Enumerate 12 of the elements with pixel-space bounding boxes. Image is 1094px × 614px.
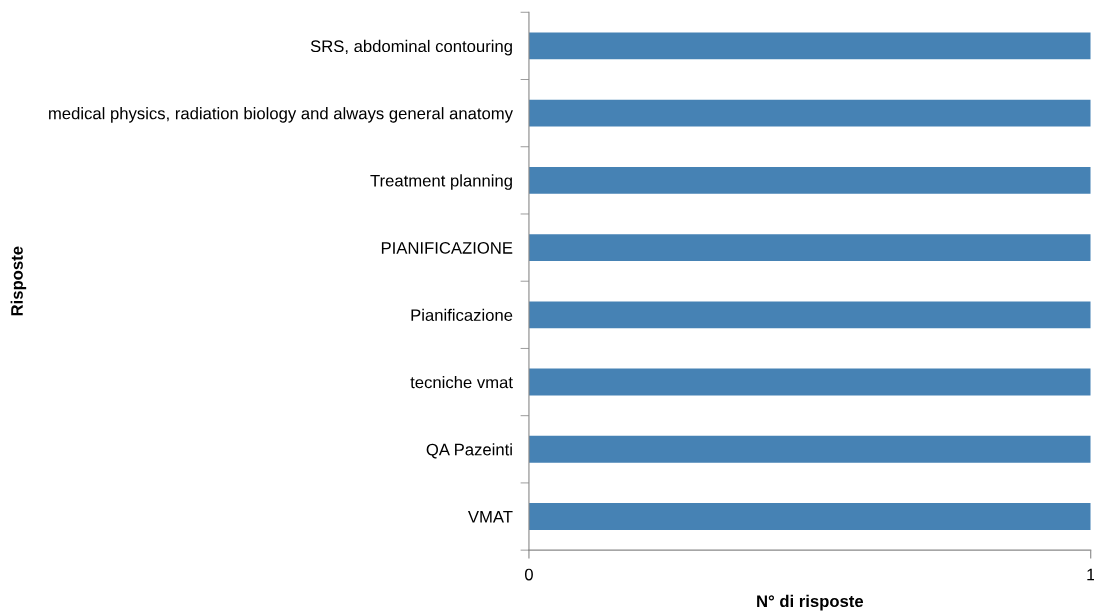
x-tick-label: 0 [524, 568, 533, 581]
y-tick-label: VMAT [467, 511, 513, 523]
y-tick-label: Treatment planning [370, 174, 512, 190]
y-tick-label: tecniche vmat [410, 376, 513, 389]
y-tick-label: SRS, abdominal contouring [310, 39, 512, 56]
x-axis-title: N° di risposte [757, 594, 864, 611]
y-tick-label: Pianificazione [411, 308, 513, 322]
y-tick-label: PIANIFICAZIONE [381, 242, 513, 254]
y-axis-title: Risposte [10, 246, 27, 316]
x-tick-label: 1 [1087, 568, 1094, 581]
y-tick-label: medical physics, radiation biology and always general anatomy [49, 107, 513, 123]
y-tick-label: QA Pazeinti [426, 443, 512, 459]
